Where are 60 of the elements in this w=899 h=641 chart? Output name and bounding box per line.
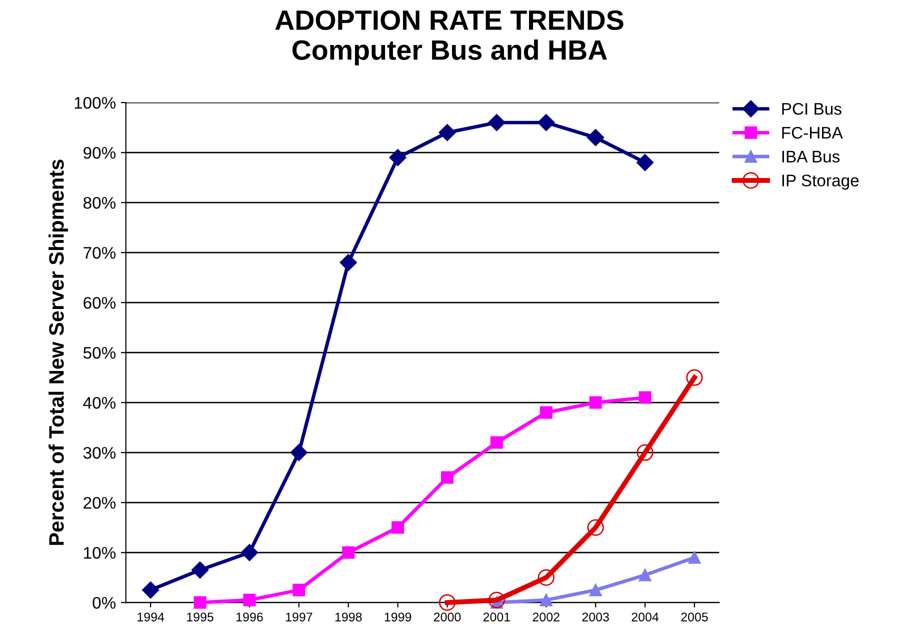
point bbox=[636, 154, 654, 172]
legend-label: FC-HBA bbox=[782, 126, 843, 139]
point bbox=[290, 444, 308, 462]
point bbox=[638, 391, 652, 404]
y-tick-label: 40% bbox=[83, 396, 116, 409]
point bbox=[488, 592, 506, 608]
chart-title: ADOPTION RATE TRENDS Computer Bus and HBA bbox=[275, 10, 624, 66]
y-tick-label: 60% bbox=[84, 296, 116, 309]
y-tick-label: 50% bbox=[83, 346, 116, 359]
x-tick-label: 2005 bbox=[681, 612, 708, 622]
point bbox=[191, 561, 209, 579]
point bbox=[638, 568, 652, 582]
y-axis-title: Percent of Total New Server Shipments bbox=[48, 160, 68, 545]
x-tick-label: 2002 bbox=[532, 612, 560, 622]
x-tick-label: 2001 bbox=[483, 612, 510, 622]
y-tick-label: 20% bbox=[84, 496, 116, 509]
point bbox=[688, 551, 701, 564]
x-tick-label: 1994 bbox=[138, 612, 164, 622]
point bbox=[636, 444, 654, 461]
point bbox=[587, 519, 604, 536]
x-tick-label: 1997 bbox=[286, 612, 312, 622]
point bbox=[340, 254, 357, 272]
y-tick-label: 0% bbox=[92, 596, 116, 609]
point bbox=[243, 594, 256, 606]
y-tick-label: 30% bbox=[83, 446, 116, 459]
legend-label: IBA Bus bbox=[782, 150, 840, 163]
x-tick-label: 1996 bbox=[236, 612, 263, 622]
y-tick-label: 90% bbox=[84, 146, 116, 159]
point bbox=[540, 594, 552, 606]
point bbox=[389, 149, 406, 166]
point bbox=[292, 584, 306, 596]
point bbox=[538, 114, 555, 132]
x-tick-label: 1995 bbox=[187, 612, 214, 622]
legend-label: PCI Bus bbox=[782, 103, 842, 115]
point bbox=[589, 584, 602, 596]
point bbox=[540, 406, 552, 419]
point bbox=[488, 114, 506, 132]
x-tick-label: 2003 bbox=[582, 612, 609, 622]
x-tick-label: 1999 bbox=[384, 612, 412, 622]
y-tick-label: 70% bbox=[84, 246, 116, 259]
point bbox=[438, 594, 456, 611]
point bbox=[686, 369, 703, 386]
point bbox=[194, 596, 206, 609]
point bbox=[589, 396, 602, 409]
point bbox=[342, 546, 355, 559]
point bbox=[441, 471, 454, 484]
x-tick-label: 2004 bbox=[632, 612, 659, 622]
x-tick-label: 2000 bbox=[434, 612, 461, 622]
legend-label: IP Storage bbox=[782, 174, 859, 190]
point bbox=[438, 124, 456, 142]
y-tick-label: 80% bbox=[84, 196, 116, 209]
point bbox=[240, 544, 258, 562]
y-tick-label: 10% bbox=[84, 546, 116, 559]
y-tick-label: 100% bbox=[74, 96, 116, 109]
point bbox=[142, 581, 160, 599]
point bbox=[490, 436, 503, 449]
point bbox=[538, 569, 554, 586]
point bbox=[392, 521, 404, 534]
x-tick-label: 1998 bbox=[335, 612, 362, 622]
point bbox=[587, 129, 604, 146]
